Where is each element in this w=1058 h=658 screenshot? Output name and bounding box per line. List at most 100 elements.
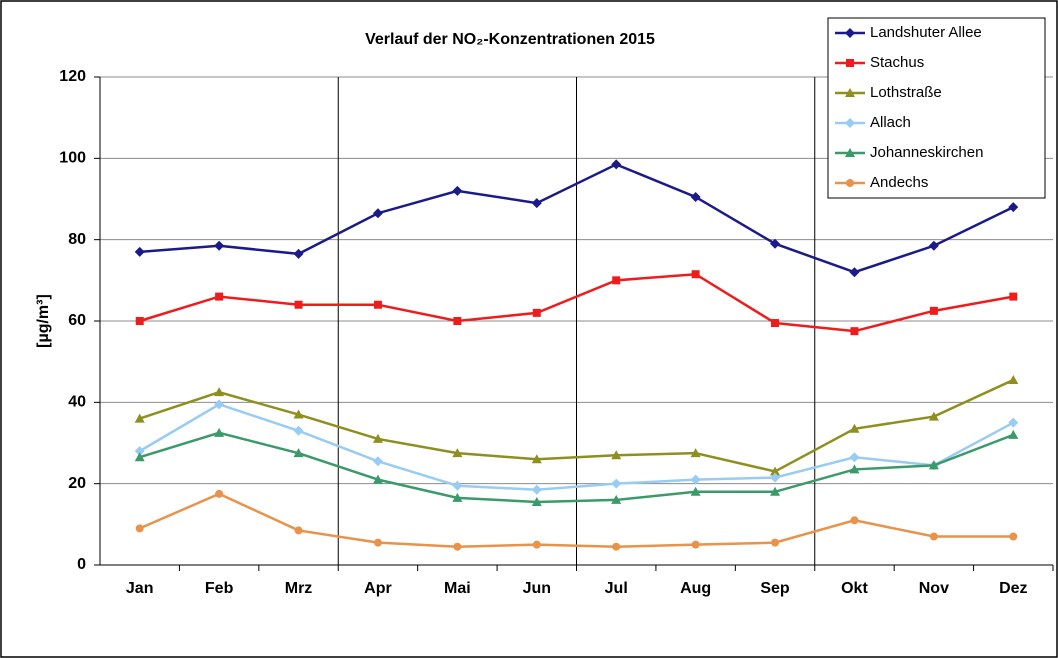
point	[612, 276, 621, 285]
point	[770, 238, 781, 249]
point	[1008, 374, 1019, 384]
point	[453, 317, 462, 325]
point	[135, 317, 144, 325]
point	[214, 387, 225, 397]
point	[691, 540, 700, 549]
y-tick-label: 20	[68, 475, 86, 492]
point	[611, 159, 622, 170]
point	[134, 446, 145, 457]
point	[690, 191, 701, 202]
y-tick-label: 120	[59, 68, 86, 85]
x-tick-label: Feb	[205, 580, 234, 597]
point	[771, 319, 780, 328]
point	[372, 456, 383, 467]
point	[294, 300, 303, 309]
y-tick-label: 60	[68, 312, 86, 329]
legend-label: Johanneskirchen	[870, 144, 983, 161]
legend-label: Stachus	[870, 54, 924, 71]
point	[691, 270, 700, 279]
legend-label: Allach	[870, 114, 911, 131]
point	[293, 425, 304, 436]
x-tick-label: Okt	[841, 580, 868, 597]
point	[215, 489, 224, 498]
point	[770, 466, 781, 476]
x-tick-label: Nov	[919, 580, 949, 597]
point	[928, 460, 939, 470]
point	[1008, 202, 1019, 213]
point	[928, 240, 939, 251]
legend-label: Landshuter Allee	[870, 24, 982, 41]
point	[453, 542, 462, 551]
point	[293, 248, 304, 259]
point	[532, 308, 541, 317]
point	[452, 480, 463, 491]
x-tick-label: Jul	[605, 580, 628, 597]
y-tick-label: 40	[68, 394, 86, 411]
legend-box	[827, 17, 1046, 199]
point	[531, 484, 542, 495]
x-tick-label: Sep	[760, 580, 790, 597]
point	[849, 464, 860, 474]
point	[690, 474, 701, 485]
point	[293, 409, 304, 419]
point	[611, 494, 622, 504]
x-tick-label: Dez	[999, 580, 1027, 597]
point	[134, 246, 145, 257]
x-tick-label: Mrz	[285, 580, 313, 597]
point	[452, 492, 463, 502]
legend-marker	[846, 179, 854, 187]
x-tick-label: Jun	[523, 580, 551, 597]
point	[1009, 532, 1018, 541]
point	[1009, 292, 1018, 301]
y-tick-label: 0	[77, 556, 86, 573]
point	[849, 423, 860, 433]
point	[294, 526, 303, 535]
x-tick-label: Aug	[680, 580, 711, 597]
point	[929, 532, 938, 541]
point	[850, 327, 859, 336]
series-line	[139, 378, 1014, 473]
x-tick-label: Jan	[126, 580, 154, 597]
point	[452, 185, 463, 196]
point	[214, 427, 225, 437]
point	[771, 538, 780, 547]
point	[1008, 417, 1019, 428]
point	[612, 542, 621, 551]
point	[372, 433, 383, 443]
series-line	[139, 403, 1014, 492]
point	[372, 474, 383, 484]
point	[372, 208, 383, 219]
point	[928, 411, 939, 421]
legend-marker	[845, 88, 855, 97]
point	[531, 454, 542, 464]
point	[531, 198, 542, 209]
series-line	[139, 431, 1014, 504]
point	[373, 300, 382, 309]
point	[293, 448, 304, 458]
point	[770, 472, 781, 483]
point	[215, 292, 224, 301]
point	[532, 540, 541, 549]
point	[849, 452, 860, 463]
series-line	[139, 163, 1014, 274]
series-line	[139, 492, 1014, 548]
point	[1008, 429, 1019, 439]
point	[849, 267, 860, 278]
point	[850, 516, 859, 525]
point	[531, 496, 542, 506]
y-axis-label: [µg/m³]	[35, 294, 52, 348]
point	[929, 306, 938, 315]
point	[134, 452, 145, 462]
legend-label: Andechs	[870, 174, 928, 191]
x-tick-label: Apr	[364, 580, 392, 597]
legend-marker	[845, 28, 855, 38]
y-tick-label: 100	[59, 150, 86, 167]
legend-marker	[845, 118, 855, 128]
y-tick-label: 80	[68, 231, 86, 248]
legend-marker	[845, 148, 855, 157]
x-tick-label: Mai	[444, 580, 471, 597]
point	[134, 413, 145, 423]
point	[690, 486, 701, 496]
point	[214, 240, 225, 251]
